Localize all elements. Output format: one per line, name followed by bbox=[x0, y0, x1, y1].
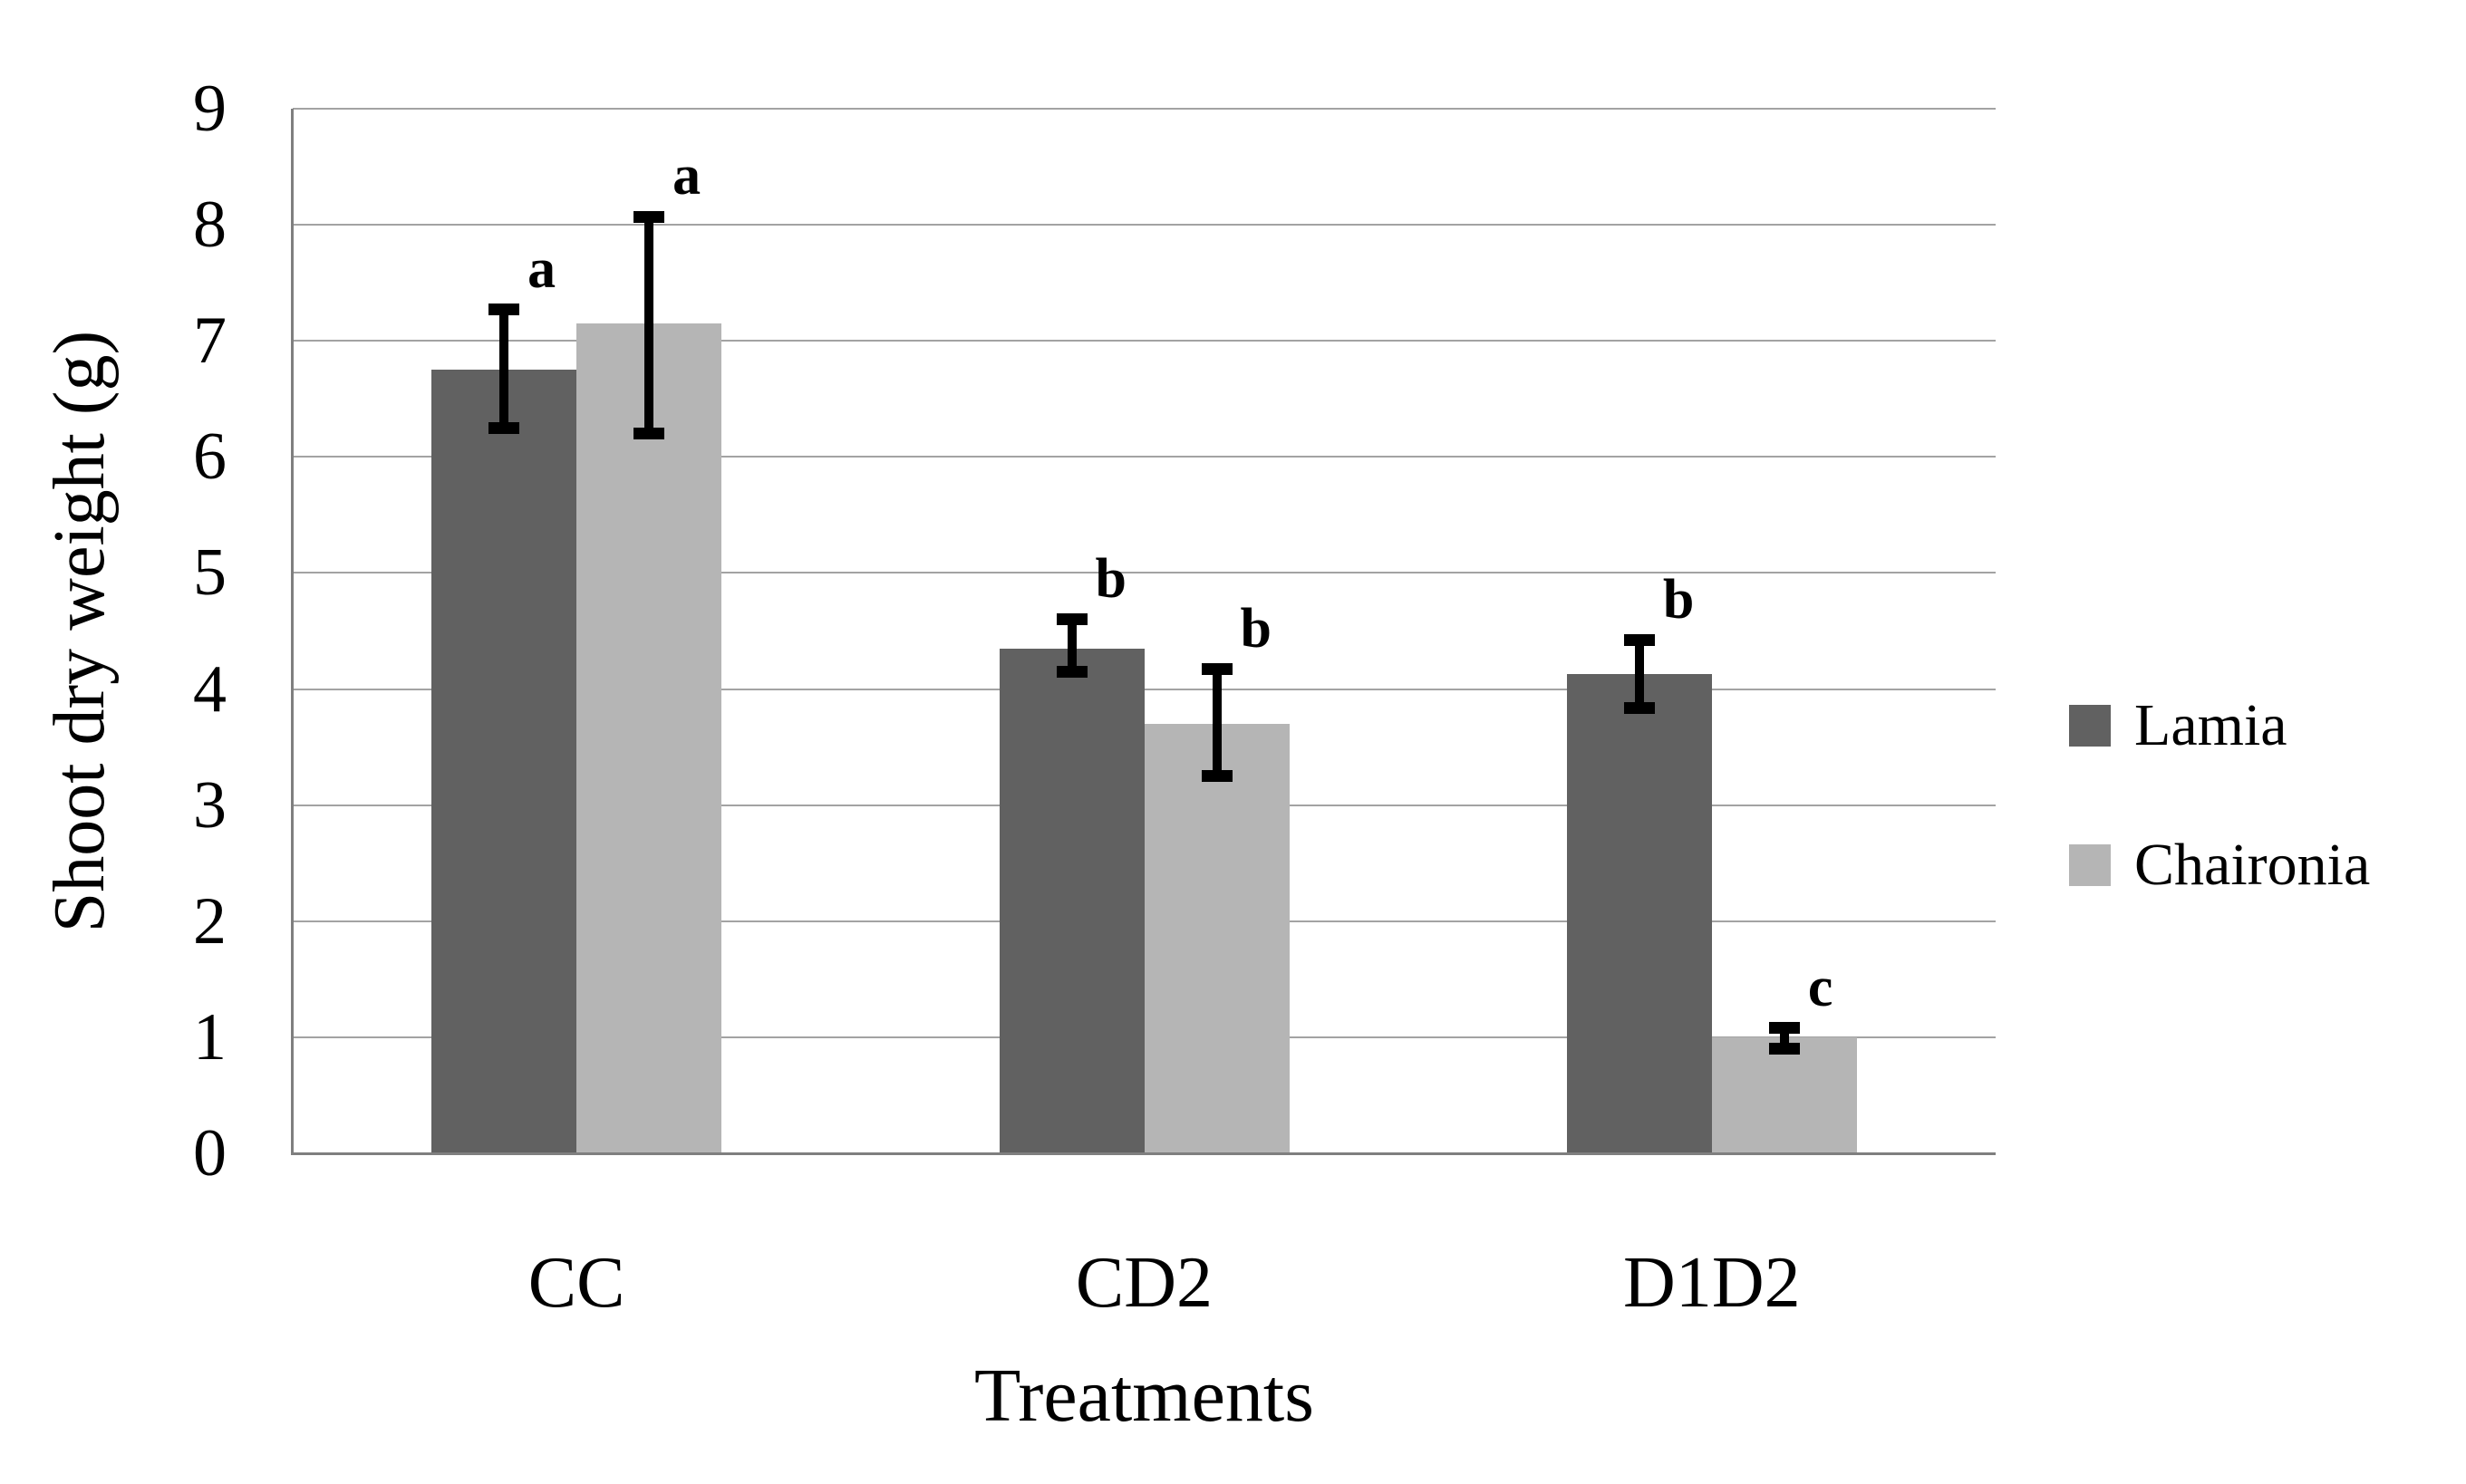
x-category-label-d1d2: D1D2 bbox=[1623, 1243, 1801, 1323]
x-axis-line bbox=[291, 1152, 1996, 1155]
legend-swatch-chaironia bbox=[2069, 844, 2111, 886]
y-tick-label-2: 2 bbox=[193, 883, 227, 959]
error-cap-high-lamia-cc bbox=[488, 304, 520, 316]
error-cap-low-lamia-d1d2 bbox=[1623, 701, 1655, 714]
y-tick-label-1: 1 bbox=[193, 999, 227, 1074]
bar-chaironia-cd2 bbox=[1144, 723, 1290, 1153]
gridline-y-4 bbox=[293, 688, 1996, 690]
x-axis-title: Treatments bbox=[974, 1354, 1314, 1438]
error-cap-high-chaironia-d1d2 bbox=[1768, 1022, 1800, 1035]
y-tick-label-3: 3 bbox=[193, 767, 227, 843]
legend-label-chaironia: Chaironia bbox=[2134, 832, 2371, 898]
sig-letter-chaironia-cd2: b bbox=[1240, 597, 1272, 660]
y-tick-label-9: 9 bbox=[193, 72, 227, 146]
error-bar-chaironia-cc bbox=[644, 217, 654, 434]
bar-chaironia-d1d2 bbox=[1711, 1036, 1857, 1153]
bar-chaironia-cc bbox=[576, 323, 722, 1153]
y-tick-label-0: 0 bbox=[193, 1116, 227, 1190]
y-axis-line bbox=[291, 109, 294, 1155]
error-cap-low-lamia-cc bbox=[488, 421, 520, 434]
legend-entry-lamia: Lamia bbox=[2069, 696, 2370, 756]
y-tick-label-7: 7 bbox=[193, 304, 227, 379]
gridline-y-9 bbox=[293, 108, 1996, 110]
y-tick-label-8: 8 bbox=[193, 188, 227, 263]
error-cap-high-lamia-d1d2 bbox=[1623, 634, 1655, 647]
error-cap-low-lamia-cd2 bbox=[1056, 665, 1088, 678]
error-cap-low-chaironia-cc bbox=[633, 428, 665, 440]
gridline-y-6 bbox=[293, 456, 1996, 458]
legend-entry-chaironia: Chaironia bbox=[2069, 835, 2370, 895]
legend: Lamia Chaironia bbox=[2069, 696, 2370, 895]
sig-letter-chaironia-cc: a bbox=[672, 145, 701, 207]
error-cap-high-chaironia-cd2 bbox=[1201, 663, 1233, 676]
error-bar-chaironia-cd2 bbox=[1212, 669, 1222, 776]
error-bar-chaironia-d1d2 bbox=[1779, 1027, 1789, 1049]
error-bar-lamia-cc bbox=[499, 309, 509, 429]
legend-label-lamia: Lamia bbox=[2134, 692, 2287, 758]
error-cap-high-lamia-cd2 bbox=[1056, 613, 1088, 626]
bar-lamia-cd2 bbox=[999, 648, 1145, 1153]
error-cap-low-chaironia-cd2 bbox=[1201, 770, 1233, 783]
plot-area: a a b b b c bbox=[293, 108, 1996, 1153]
sig-letter-lamia-cd2: b bbox=[1095, 547, 1127, 610]
error-cap-low-chaironia-d1d2 bbox=[1768, 1043, 1800, 1055]
error-cap-high-chaironia-cc bbox=[633, 210, 665, 223]
x-category-label-cd2: CD2 bbox=[1075, 1243, 1214, 1323]
x-category-label-cc: CC bbox=[527, 1243, 625, 1323]
bar-lamia-cc bbox=[431, 370, 577, 1153]
gridline-y-8 bbox=[293, 224, 1996, 226]
sig-letter-lamia-d1d2: b bbox=[1662, 568, 1695, 631]
gridline-y-5 bbox=[293, 572, 1996, 574]
sig-letter-lamia-cc: a bbox=[527, 237, 556, 300]
error-bar-lamia-cd2 bbox=[1067, 619, 1077, 672]
y-tick-label-5: 5 bbox=[193, 535, 227, 611]
error-bar-lamia-d1d2 bbox=[1634, 640, 1644, 708]
y-tick-label-4: 4 bbox=[193, 651, 227, 727]
sig-letter-chaironia-d1d2: c bbox=[1807, 956, 1833, 1018]
y-tick-label-6: 6 bbox=[193, 419, 227, 495]
bar-lamia-d1d2 bbox=[1566, 673, 1712, 1153]
gridline-y-7 bbox=[293, 340, 1996, 342]
legend-swatch-lamia bbox=[2069, 705, 2111, 747]
